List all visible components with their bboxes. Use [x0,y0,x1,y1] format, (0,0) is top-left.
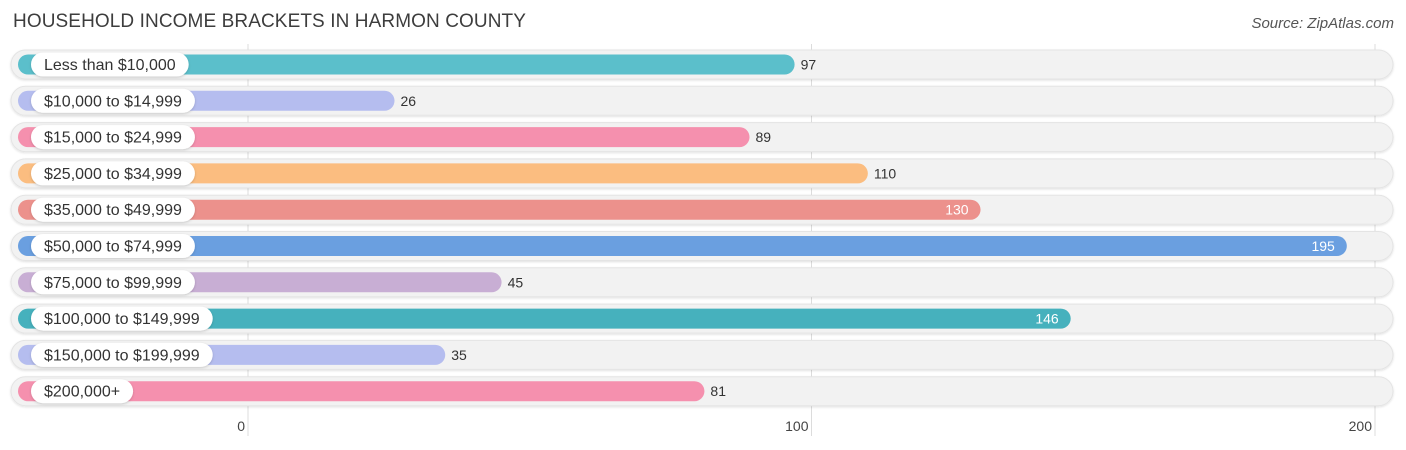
value-label: 97 [801,57,817,73]
category-label: $200,000+ [44,384,120,401]
bar [18,199,981,220]
bar-row: $25,000 to $34,999 110 [10,158,1394,189]
tick-label-200: 200 [1349,418,1373,434]
value-label: 89 [756,129,772,145]
category-pill [31,234,195,258]
bar-row: $100,000 to $149,999 146 [10,303,1394,334]
chart-title: HOUSEHOLD INCOME BRACKETS IN HARMON COUN… [13,11,527,32]
category-pill [31,161,195,186]
bar-row: Less than $10,000 97 [10,49,1394,80]
category-label: $25,000 to $34,999 [44,166,182,183]
value-label: 195 [1311,238,1335,254]
bar-row: $200,000+ 81 [10,376,1394,407]
category-label: Less than $10,000 [44,57,176,74]
source-note: Source: ZipAtlas.com [1251,15,1394,32]
tick-label-100: 100 [785,418,809,434]
category-label: $150,000 to $199,999 [44,347,200,364]
category-pill [31,342,213,367]
category-label: $50,000 to $74,999 [44,239,182,256]
category-pill [31,306,213,331]
bar-row: $75,000 to $99,999 45 [10,267,1394,298]
category-label: $100,000 to $149,999 [44,311,200,328]
bar [18,127,750,148]
category-label: $10,000 to $14,999 [44,93,182,110]
category-pill [31,197,195,222]
bar-row: $150,000 to $199,999 35 [10,339,1394,370]
bar-row: $50,000 to $74,999 195 [10,231,1394,261]
bar-row: $10,000 to $14,999 26 [10,85,1394,116]
value-label: 81 [710,383,726,399]
bar-row: $15,000 to $24,999 89 [10,122,1394,153]
tick-label-0: 0 [237,418,245,434]
value-label: 26 [401,93,417,109]
category-pill [31,270,195,295]
bar [18,54,795,75]
category-pill [31,379,134,404]
category-label: $75,000 to $99,999 [44,275,182,292]
category-label: $15,000 to $24,999 [44,130,182,147]
category-pill [31,88,195,113]
value-label: 130 [945,202,969,218]
bar [18,163,868,184]
bar-row: $35,000 to $49,999 130 [10,194,1394,225]
value-label: 110 [874,165,897,181]
bar [18,236,1347,256]
category-pill [31,125,195,150]
bar [18,381,705,402]
bar-rows: Less than $10,000 97$10,000 to $14,999 26$… [10,49,1394,407]
x-axis: 0 100 200 [237,418,1372,434]
category-label: $35,000 to $49,999 [44,202,182,219]
bar [18,308,1071,329]
value-label: 146 [1035,311,1059,327]
value-label: 45 [508,274,524,290]
value-label: 35 [451,347,467,363]
category-pill [31,52,189,77]
